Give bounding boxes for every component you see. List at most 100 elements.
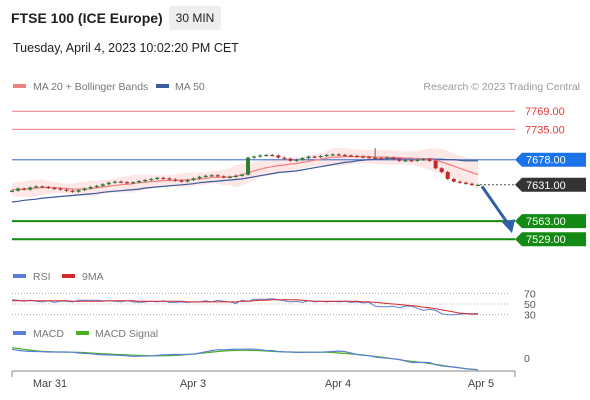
last-price-label-box (515, 177, 586, 192)
candle-body (324, 154, 329, 157)
timestamp: Tuesday, April 4, 2023 10:02:20 PM CET (13, 41, 239, 55)
candle-body (149, 178, 154, 181)
rsi-tick-label: 30 (524, 310, 536, 322)
macd-line (11, 348, 479, 371)
candle-body (445, 172, 450, 179)
pivot-label-box (515, 152, 586, 167)
rsi-ma-legend-label: 9MA (82, 271, 104, 283)
candle-body (385, 157, 390, 159)
macd-legend-swatch (13, 331, 26, 335)
candle-body (203, 175, 208, 177)
candle-body (457, 181, 462, 183)
ma50-line (11, 158, 478, 203)
macd-signal-legend-swatch (76, 331, 89, 335)
candle-body (288, 158, 293, 161)
candle-body (191, 178, 196, 180)
candle-body (64, 189, 69, 191)
candle-body (294, 159, 299, 161)
candle-body (348, 155, 353, 157)
support-label: 7529.00 (526, 234, 566, 246)
candle-body (463, 182, 468, 184)
candle-body (185, 180, 190, 182)
candle-body (246, 157, 251, 175)
price-panel: 7769.00 7735.00 7678.00 7631.00 7563.00 7529.… (10, 106, 586, 247)
ma50-legend-swatch (156, 84, 169, 88)
resistance-label: 7769.00 (525, 106, 565, 118)
x-tick-label: Apr 4 (325, 378, 351, 390)
ma20-legend-label: MA 20 + Bollinger Bands (33, 81, 148, 93)
candle-body (28, 187, 33, 190)
candle-body (318, 156, 323, 158)
candle-body (58, 188, 63, 190)
level-lines (12, 110, 515, 241)
candle-body (433, 160, 438, 169)
candle-body (336, 154, 341, 156)
last-price-label: 7631.00 (526, 180, 566, 192)
level-labels: 7769.00 7735.00 7678.00 7631.00 7563.00 7529.… (515, 106, 586, 247)
timeframe-button[interactable]: 30 MIN (169, 6, 221, 30)
candle-body (403, 160, 408, 162)
candle-body (264, 154, 269, 157)
candle-body (143, 180, 148, 182)
candle-body (137, 181, 142, 183)
forecast-arrow-shaft (480, 185, 511, 227)
candle-body (354, 156, 359, 158)
candle-body (40, 186, 45, 188)
macd-panel: 0 (11, 347, 530, 371)
candle-body (161, 177, 166, 180)
candle-body (361, 156, 366, 158)
candle-body (451, 178, 456, 182)
candle-body (131, 182, 136, 184)
x-axis: Mar 31 Apr 3 Apr 4 Apr 5 (11, 370, 516, 390)
candle-body (118, 181, 123, 183)
candle-body (469, 183, 474, 185)
candle-body (373, 157, 378, 159)
research-credit: Research © 2023 Trading Central (423, 81, 580, 93)
candle-body (330, 154, 335, 156)
candle-body (22, 188, 27, 190)
x-tick-label: Mar 31 (33, 378, 67, 390)
candle-body (16, 188, 21, 191)
pivot-label: 7678.00 (526, 155, 566, 167)
candle-body (215, 175, 220, 177)
rsi-tick-label: 70 (524, 288, 536, 300)
candle-body (282, 157, 287, 159)
forecast-arrow-head (502, 219, 515, 234)
macd-signal-legend-label: MACD Signal (95, 328, 158, 340)
candle-body (46, 186, 51, 189)
candle-body (197, 176, 202, 179)
candle-body (88, 186, 93, 189)
candle-body (82, 188, 87, 191)
candle-body (173, 179, 178, 181)
ma50-legend-label: MA 50 (175, 81, 205, 93)
candle-body (379, 158, 384, 160)
rsi-legend-swatch (13, 274, 26, 278)
candle-body (367, 157, 372, 159)
candle-body (391, 157, 396, 160)
candle-body (227, 176, 232, 178)
x-tick-label: Apr 5 (468, 378, 494, 390)
rsi-legend-label: RSI (33, 271, 51, 283)
candle-body (300, 158, 305, 160)
forecast-arrow (480, 185, 515, 234)
candle-body (34, 186, 39, 188)
rsi-ma-line (12, 299, 478, 315)
candle-body (397, 159, 402, 161)
candle-body (415, 159, 420, 161)
ma20-legend-swatch (13, 84, 26, 88)
candle-body (106, 182, 111, 185)
candle-body (94, 185, 99, 188)
candle-body (439, 168, 444, 172)
candle-body (476, 184, 480, 186)
candle-body (70, 190, 75, 192)
rsi-tick-label: 50 (524, 299, 536, 311)
candle-body (167, 178, 172, 180)
macd-signal-line (11, 347, 479, 371)
candle-body (209, 175, 214, 177)
candle-body (342, 154, 347, 157)
candle-body (252, 156, 257, 158)
candle-body (239, 174, 244, 176)
ma20-line (12, 155, 479, 191)
candle-body (124, 182, 129, 184)
